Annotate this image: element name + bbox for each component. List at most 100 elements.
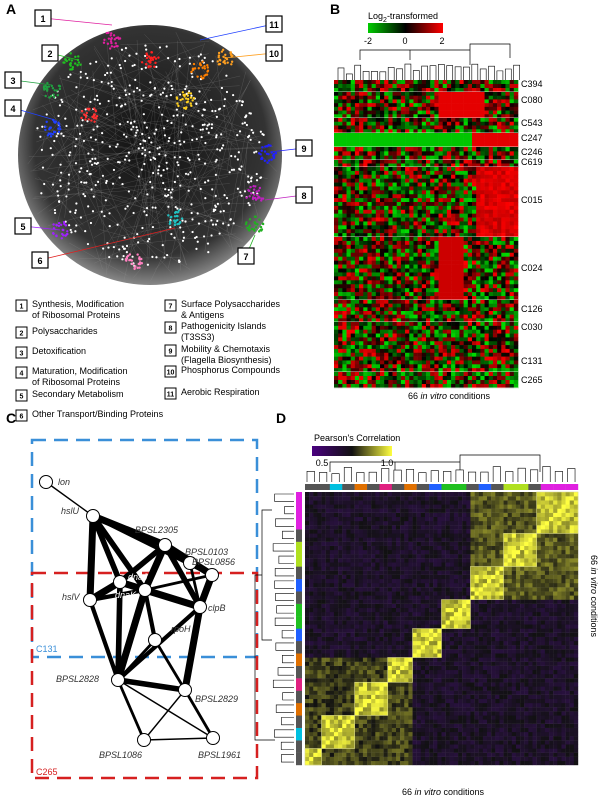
heat-cell	[492, 240, 498, 246]
heat-cell	[417, 233, 423, 238]
heat-cell	[430, 155, 435, 161]
network-node	[103, 73, 107, 77]
heat-cell	[392, 296, 398, 301]
heat-cell	[400, 147, 406, 152]
heat-cell	[421, 233, 427, 238]
heat-cell	[359, 268, 364, 273]
heat-cell	[354, 348, 360, 354]
heat-cell	[338, 337, 343, 342]
heat-cell	[421, 84, 427, 89]
heat-cell	[392, 182, 398, 187]
heat-cell	[467, 333, 473, 338]
heat-cell	[421, 296, 427, 301]
network-node	[118, 63, 121, 67]
cluster-node	[69, 62, 72, 65]
heat-cell	[497, 244, 502, 250]
heat-cell	[492, 348, 498, 354]
heat-cell	[442, 280, 448, 285]
heat-cell	[434, 288, 439, 293]
heat-cell	[354, 272, 360, 277]
cluster-node	[267, 152, 270, 156]
heat-cell	[350, 356, 356, 361]
heat-cell	[446, 300, 452, 304]
heat-cell	[434, 333, 439, 338]
heat-cell	[438, 178, 444, 183]
network-node	[203, 108, 206, 111]
heat-cell	[488, 147, 494, 152]
heat-cell	[472, 325, 477, 330]
heat-cell	[334, 229, 339, 234]
heat-cell	[463, 368, 469, 373]
heat-cell	[354, 95, 360, 100]
heat-cell	[342, 88, 347, 93]
heat-cell	[455, 202, 460, 207]
heat-cell	[371, 352, 377, 357]
heat-cell	[484, 217, 490, 222]
heat-cell	[513, 280, 519, 285]
heat-cell	[463, 248, 469, 254]
heat-cell	[480, 121, 485, 126]
heat-cell	[472, 329, 477, 334]
cluster-node	[256, 223, 259, 226]
heat-cell	[509, 163, 515, 168]
heat-cell	[497, 190, 502, 195]
heat-cell	[509, 80, 515, 85]
network-node	[181, 219, 184, 222]
corr-cell	[305, 607, 310, 613]
heat-cell	[396, 118, 402, 123]
heat-cell	[396, 106, 402, 111]
network-edge	[141, 96, 195, 156]
heat-cell	[346, 84, 352, 89]
heat-cell	[384, 163, 389, 168]
heat-cell	[338, 233, 343, 238]
network-node	[200, 135, 203, 139]
heat-cell	[421, 133, 427, 137]
heat-cell	[513, 170, 519, 176]
heat-cell	[513, 276, 519, 281]
network-node	[143, 162, 146, 166]
heat-cell	[409, 118, 414, 123]
dendro-branch	[282, 655, 294, 664]
heat-cell	[467, 244, 473, 250]
heat-cell	[363, 205, 368, 211]
heat-cell	[359, 182, 364, 187]
heat-cell	[472, 170, 477, 176]
heat-cell	[472, 268, 477, 273]
network-node	[173, 180, 177, 184]
cluster-node	[80, 116, 83, 120]
heat-cell	[421, 229, 427, 234]
network-node	[124, 207, 127, 210]
network-node	[203, 123, 206, 126]
heat-cell	[509, 322, 515, 327]
network-node	[227, 202, 230, 205]
heat-cell	[421, 314, 427, 319]
heat-cell	[367, 136, 372, 141]
heat-cell	[446, 213, 452, 218]
heat-cell	[434, 103, 439, 108]
heat-cell	[501, 276, 506, 281]
heat-cell	[476, 296, 481, 301]
heat-cell	[354, 121, 360, 126]
heat-cell	[459, 284, 464, 289]
heat-cell	[334, 155, 339, 161]
heat-cell	[492, 140, 498, 144]
network-node	[56, 190, 59, 193]
heat-cell	[472, 209, 477, 214]
heat-cell	[430, 311, 435, 315]
heat-cell	[426, 209, 431, 214]
heat-cell	[409, 163, 414, 168]
heat-cell	[413, 129, 418, 134]
colorbar-b-tick-min: -2	[364, 36, 372, 46]
heat-cell	[359, 99, 364, 104]
heat-cell	[434, 151, 439, 156]
dendro-branch	[274, 580, 294, 589]
heat-cell	[426, 221, 431, 226]
cluster-node	[203, 64, 206, 68]
network-node	[61, 100, 64, 104]
heat-cell	[388, 272, 393, 277]
heat-cell	[363, 311, 368, 315]
corr-cell	[309, 620, 314, 625]
heat-cell	[455, 348, 460, 354]
heat-cell	[380, 174, 385, 179]
network-node	[255, 172, 258, 176]
